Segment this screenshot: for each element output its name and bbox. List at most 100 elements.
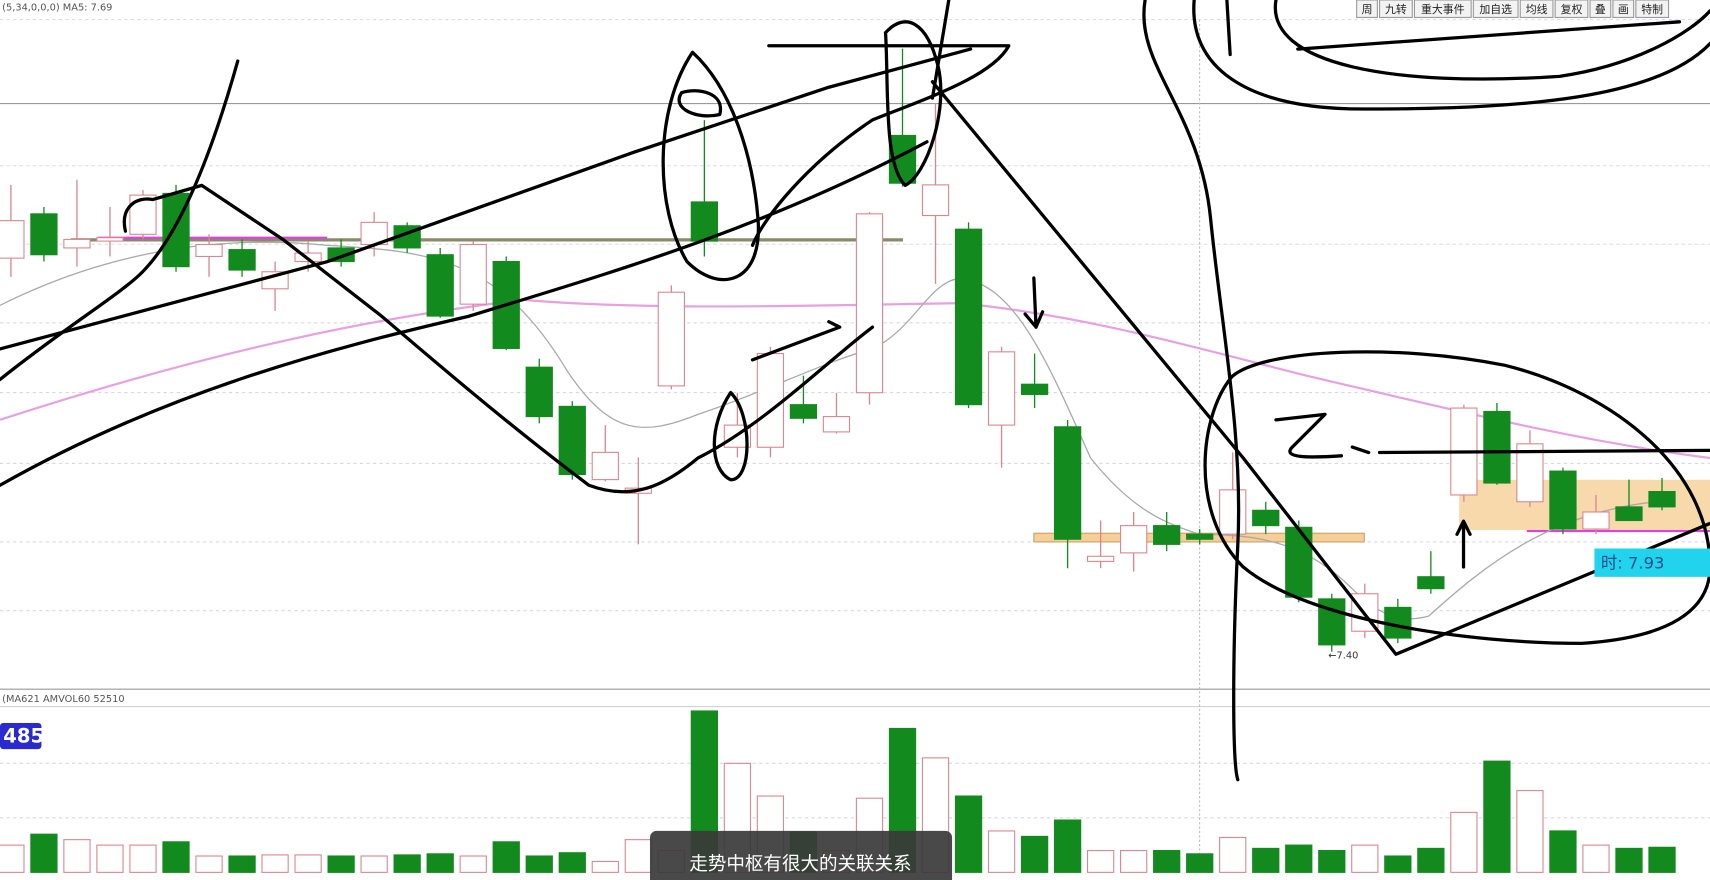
candle-body <box>591 451 619 481</box>
toolbar-button-label: 重大事件 <box>1421 2 1465 16</box>
volume-bar <box>987 830 1016 873</box>
volume-bar <box>558 852 586 873</box>
volume-bar <box>1450 811 1478 873</box>
candle-body <box>1153 525 1181 545</box>
indicator-label: (5,34,0,0,0) MA5: 7.69 <box>2 3 112 14</box>
volume-bar <box>1153 850 1181 873</box>
toolbar-button[interactable] <box>1413 0 1472 18</box>
toolbar-button[interactable] <box>1356 0 1378 18</box>
volume-bar <box>1087 850 1115 873</box>
handwriting <box>0 0 1710 782</box>
candle-body <box>426 254 454 317</box>
candle-body <box>1186 533 1214 540</box>
volume-bar <box>1516 790 1544 873</box>
volume-bar <box>954 795 983 873</box>
candle-body <box>1053 426 1082 540</box>
candle-body <box>558 405 586 476</box>
candle-body <box>756 353 785 448</box>
toolbar-button-label: 加自选 <box>1479 3 1512 16</box>
candle-body <box>855 213 884 394</box>
volume-bar <box>1483 760 1511 873</box>
caption-box <box>649 830 953 880</box>
volume-bar <box>30 833 58 873</box>
volume-value: 485 <box>3 725 44 748</box>
volume-bar <box>1219 836 1247 873</box>
volume-bar <box>1549 830 1577 873</box>
panel-lines <box>0 19 1710 873</box>
volume-bar <box>195 855 223 873</box>
candle-body <box>1120 525 1148 554</box>
volume-bar <box>1120 850 1148 873</box>
volume-bar <box>1417 847 1445 873</box>
candle-body <box>690 201 719 242</box>
toolbar-button[interactable] <box>1589 0 1612 18</box>
volume-bar <box>1318 850 1346 873</box>
candle-body <box>0 220 25 259</box>
volume-bar <box>393 854 421 873</box>
toolbar-button[interactable] <box>1612 0 1635 18</box>
volume-bar <box>1351 844 1379 873</box>
volume-bar <box>492 841 520 873</box>
candle-body <box>954 228 983 406</box>
candle-body <box>1615 506 1643 522</box>
candle-body <box>1516 443 1544 503</box>
candle-body <box>1549 470 1577 530</box>
candle-body <box>1483 410 1511 484</box>
candles <box>0 48 1676 652</box>
candle-body <box>459 243 487 305</box>
volume-badge <box>0 722 42 750</box>
candle-body <box>1582 511 1610 530</box>
volume-bar <box>1186 853 1214 873</box>
volume-bar <box>1384 855 1412 873</box>
toolbar-button-label: 周 <box>1362 3 1373 16</box>
volume-bar <box>228 855 256 873</box>
candle-body <box>195 243 223 257</box>
candle-body <box>525 366 553 418</box>
candle-body <box>96 237 124 242</box>
volume-bar <box>129 844 157 873</box>
volume-bar <box>294 854 322 873</box>
candle-body <box>1219 489 1247 535</box>
volume-bar <box>63 839 91 873</box>
toolbar-button[interactable] <box>1519 0 1554 18</box>
toolbar-button-label: 复权 <box>1561 2 1583 16</box>
candle-body <box>822 416 851 433</box>
volume-bar <box>327 855 355 873</box>
price-tag <box>1594 548 1710 577</box>
volume-bar <box>1285 844 1313 873</box>
candle-body <box>1648 490 1676 508</box>
volume-bar <box>1252 847 1280 873</box>
toolbar-button[interactable] <box>1472 0 1519 18</box>
candle-body <box>987 351 1016 426</box>
candle-body <box>1087 555 1115 562</box>
price-tag-text: 时: 7.93 <box>1601 553 1664 572</box>
volume-bar <box>459 855 487 873</box>
volume-bar <box>1020 835 1049 873</box>
volume-bar <box>624 839 652 873</box>
volume-indicator-label: (MA621 AMVOL60 52510 <box>2 694 124 705</box>
volume-bar <box>261 854 289 873</box>
toolbar-button[interactable] <box>1554 0 1589 18</box>
volume-bar <box>96 844 124 873</box>
toolbar-button[interactable] <box>1379 0 1413 18</box>
toolbar: 周九转 重大事件 加自选 均线 复权叠画特制 <box>1356 0 1670 18</box>
volume-bar <box>360 855 388 873</box>
candle-body <box>1252 509 1280 527</box>
volume-bar <box>426 853 454 873</box>
volume-bar <box>1648 846 1676 873</box>
candle-body <box>1318 598 1346 646</box>
volume-bar <box>591 860 619 873</box>
candle-body <box>789 404 818 419</box>
toolbar-button-label: 叠 <box>1595 3 1606 16</box>
candle-body <box>63 238 91 249</box>
toolbar-button-label: 九转 <box>1385 2 1407 16</box>
candle-body <box>657 291 685 387</box>
volume-bar <box>162 841 190 873</box>
toolbar-button[interactable] <box>1635 0 1670 18</box>
candle-body <box>1020 383 1049 395</box>
volume-bar <box>0 844 25 873</box>
caption: 走势中枢有很大的关联关系 <box>689 854 911 875</box>
volume-bar <box>525 855 553 873</box>
